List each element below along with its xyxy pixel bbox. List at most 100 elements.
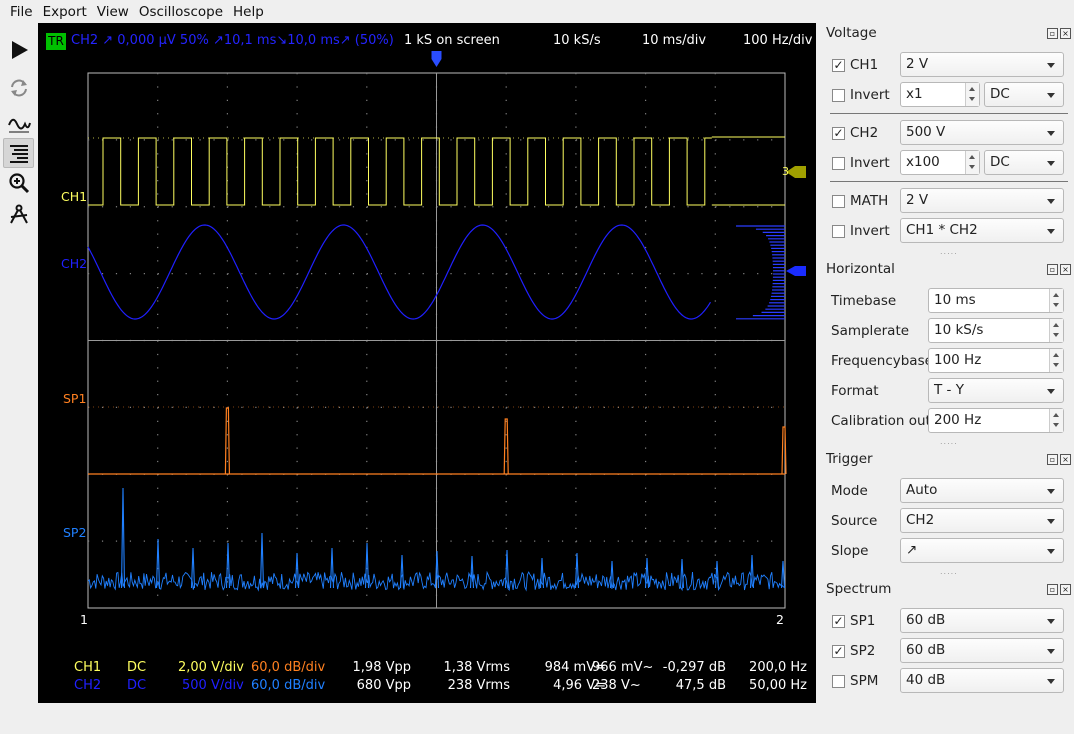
ch2-level-marker	[786, 266, 806, 276]
menu-export[interactable]: Export	[42, 3, 87, 20]
chevron-down-icon	[1047, 63, 1055, 68]
sp1-range-select[interactable]: 60 dB	[900, 608, 1064, 633]
ch1-invert-checkbox[interactable]	[832, 89, 845, 102]
calibration-spinbox[interactable]: 200 Hz	[928, 408, 1064, 433]
spm-range-select[interactable]: 40 dB	[900, 668, 1064, 693]
spectrum-section-title: Spectrum	[826, 581, 892, 597]
chevron-down-icon	[1047, 229, 1055, 234]
close-icon[interactable]: ×	[1060, 584, 1071, 595]
ch2-invert-checkbox[interactable]	[832, 157, 845, 170]
frequencybase-spinbox[interactable]: 100 Hz	[928, 348, 1064, 373]
trigger-slope-value: ↗	[906, 542, 918, 558]
format-select[interactable]: T - Y	[928, 378, 1064, 403]
close-icon[interactable]: ×	[1060, 264, 1071, 275]
math-gain-select[interactable]: 2 V	[900, 188, 1064, 213]
calibration-label: Calibration out	[831, 413, 931, 429]
sp2-peak	[609, 560, 615, 589]
math-mode-select[interactable]: CH1 * CH2	[900, 218, 1064, 243]
sp2-peak	[399, 554, 405, 589]
chevron-down-icon	[1047, 161, 1055, 166]
ch2-dbdiv: 60,0 dB/div	[251, 678, 326, 693]
sp2-peak	[714, 560, 720, 589]
freqbase-readout: 100 Hz/div	[743, 33, 813, 48]
play-icon[interactable]	[3, 35, 34, 65]
ch2-checkbox-label: CH2	[850, 125, 879, 141]
sp2-peak	[679, 558, 685, 589]
undock-icon[interactable]: ▫	[1047, 264, 1058, 275]
undock-icon[interactable]: ▫	[1047, 454, 1058, 465]
spin-arrows-icon[interactable]	[965, 151, 979, 174]
resize-grip[interactable]: .....	[940, 567, 958, 576]
math-checkbox[interactable]	[832, 195, 845, 208]
trigger-mode-select[interactable]: Auto	[900, 478, 1064, 503]
undock-icon[interactable]: ▫	[1047, 28, 1058, 39]
ch1-level-marker	[786, 166, 806, 178]
chevron-down-icon	[1047, 389, 1055, 394]
ch1-checkbox[interactable]: ✓	[832, 58, 845, 72]
sp1-checkbox[interactable]: ✓	[832, 614, 845, 628]
ch2-checkbox[interactable]: ✓	[832, 126, 845, 140]
cursor-2-label: 2	[776, 612, 784, 627]
math-invert-checkbox[interactable]	[832, 225, 845, 238]
ch1-vdiv: 2,00 V/div	[178, 660, 244, 675]
resize-grip[interactable]: .....	[940, 247, 958, 256]
ch2-label: CH2	[61, 256, 88, 271]
ch1-trace	[88, 136, 785, 206]
waveform-icon[interactable]	[3, 109, 34, 139]
sp2-range-select[interactable]: 60 dB	[900, 638, 1064, 663]
sp2-peak	[539, 557, 545, 589]
voltage-section-title: Voltage	[826, 25, 877, 41]
resize-grip[interactable]: .....	[940, 437, 958, 446]
zoom-icon[interactable]	[3, 168, 34, 198]
samplerate-spinbox[interactable]: 10 kS/s	[928, 318, 1064, 343]
format-value: T - Y	[934, 382, 964, 398]
chevron-down-icon	[1047, 649, 1055, 654]
trigger-source-select[interactable]: CH2	[900, 508, 1064, 533]
trigger-slope-select[interactable]: ↗	[900, 538, 1064, 563]
sp2-checkbox[interactable]: ✓	[832, 644, 845, 658]
math-mode-value: CH1 * CH2	[906, 222, 978, 238]
scope-screen[interactable]: TR CH2 ↗ 0,000 µV 50% ↗10,1 ms↘10,0 ms↗ …	[38, 23, 816, 703]
ch2-freq: 50,00 Hz	[749, 678, 807, 693]
measure-icon[interactable]	[3, 199, 34, 229]
ch1-coupling-select[interactable]: DC	[984, 82, 1064, 107]
undock-icon[interactable]: ▫	[1047, 584, 1058, 595]
spin-arrows-icon[interactable]	[965, 83, 979, 106]
ch1-name: CH1	[74, 660, 102, 675]
ch1-probe-spinbox[interactable]: x1	[900, 82, 980, 107]
chevron-down-icon	[1047, 619, 1055, 624]
ch1-gain-select[interactable]: 2 V	[900, 52, 1064, 77]
trigger-section-title: Trigger	[826, 451, 873, 467]
ch2-gain-select[interactable]: 500 V	[900, 120, 1064, 145]
refresh-icon[interactable]	[3, 73, 34, 103]
close-icon[interactable]: ×	[1060, 28, 1071, 39]
chevron-down-icon	[1047, 131, 1055, 136]
ch2-probe-spinbox[interactable]: x100	[900, 150, 980, 175]
timebase-label: Timebase	[831, 293, 897, 309]
menu-file[interactable]: File	[10, 3, 33, 20]
status-bar	[0, 703, 1074, 734]
menu-help[interactable]: Help	[233, 3, 264, 20]
spin-arrows-icon[interactable]	[1049, 349, 1063, 372]
ch2-invert-label: Invert	[850, 155, 890, 171]
spin-arrows-icon[interactable]	[1049, 319, 1063, 342]
sp2-peak	[574, 552, 580, 589]
ch2-vdc: 4,96 V=	[553, 678, 606, 693]
marker-3-label: 3	[782, 165, 789, 178]
spm-range-value: 40 dB	[906, 672, 946, 688]
spin-arrows-icon[interactable]	[1049, 289, 1063, 312]
spin-arrows-icon[interactable]	[1049, 409, 1063, 432]
chevron-down-icon	[1047, 549, 1055, 554]
sp2-peak	[259, 532, 265, 589]
menu-oscilloscope[interactable]: Oscilloscope	[138, 3, 224, 20]
close-icon[interactable]: ×	[1060, 454, 1071, 465]
spectrum-bars-icon[interactable]	[3, 138, 34, 168]
sp1-checkbox-label: SP1	[850, 613, 876, 629]
menu-view[interactable]: View	[96, 3, 129, 20]
ch1-coupling-value: DC	[990, 86, 1010, 102]
ch2-coupling-select[interactable]: DC	[984, 150, 1064, 175]
toolbar	[0, 23, 38, 703]
spm-checkbox[interactable]	[832, 675, 845, 688]
timebase-spinbox[interactable]: 10 ms	[928, 288, 1064, 313]
trigger-source-value: CH2	[906, 512, 935, 528]
